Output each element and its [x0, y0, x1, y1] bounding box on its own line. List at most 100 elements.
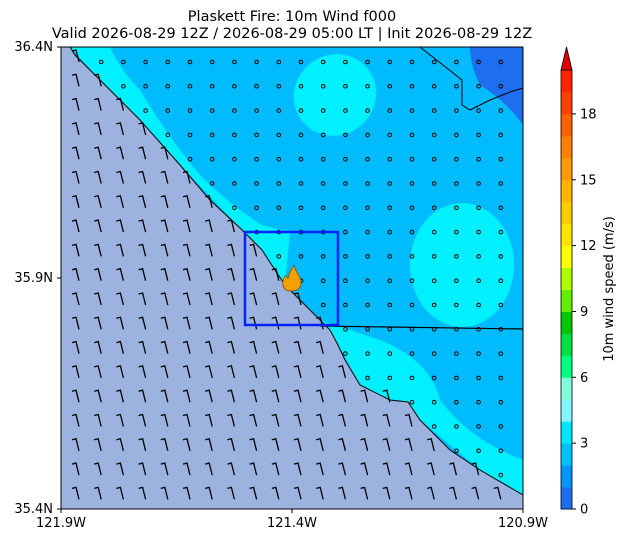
colorbar-bin: [561, 355, 572, 378]
wind-barb: [138, 365, 147, 379]
wind-barb: [338, 486, 347, 500]
calm-marker: [232, 84, 237, 89]
wind-barb: [227, 340, 236, 354]
calm-marker: [365, 327, 370, 332]
y-tick-label: 35.4N: [14, 502, 53, 517]
calm-marker: [254, 156, 259, 162]
colorbar-tick-label: 3: [580, 437, 588, 452]
wind-barb: [138, 486, 147, 500]
calm-marker: [320, 181, 326, 186]
calm-marker: [365, 205, 370, 211]
calm-marker: [320, 84, 326, 89]
wind-barb: [182, 462, 191, 476]
wind-barb: [227, 219, 236, 233]
wind-barb: [360, 486, 369, 500]
wind-barb: [94, 195, 102, 208]
wind-barb: [71, 365, 80, 379]
wind-barb: [316, 486, 324, 500]
wind-barb: [182, 438, 191, 451]
calm-marker: [409, 205, 415, 211]
wind-barb: [182, 389, 191, 403]
calm-marker: [476, 108, 481, 113]
wind-barb: [116, 462, 125, 476]
calm-marker: [476, 399, 481, 405]
calm-marker: [454, 132, 459, 138]
wind-barb: [160, 195, 169, 208]
calm-marker: [276, 84, 282, 89]
calm-marker: [431, 59, 437, 65]
wind-barb: [205, 486, 213, 500]
wind-barb: [382, 462, 391, 476]
calm-marker: [143, 84, 148, 89]
wind-barb: [94, 73, 102, 87]
colorbar-bin: [561, 135, 572, 159]
calm-marker: [409, 181, 415, 186]
wind-barb: [94, 243, 102, 257]
colorbar-bin: [561, 201, 572, 225]
wind-barb: [138, 438, 147, 451]
wind-barb: [205, 413, 213, 427]
wind-barb: [227, 389, 236, 403]
colorbar-bin: [561, 157, 572, 181]
wind-barb: [293, 292, 302, 306]
wind-barb: [138, 267, 147, 281]
calm-marker: [409, 229, 415, 235]
wind-barb: [205, 292, 213, 306]
calm-marker: [431, 132, 437, 138]
calm-marker: [209, 59, 215, 65]
calm-marker: [298, 132, 304, 138]
y-tick-label: 35.9N: [14, 271, 53, 286]
wind-barb: [449, 486, 458, 500]
calm-marker: [476, 448, 481, 454]
x-tick-label: 121.9W: [36, 516, 86, 531]
calm-marker: [387, 302, 393, 308]
wind-barb: [182, 292, 191, 306]
calm-marker: [320, 205, 326, 211]
calm-marker: [476, 132, 481, 138]
calm-marker: [431, 399, 437, 405]
wind-barb: [471, 462, 480, 476]
wind-barb: [71, 413, 80, 427]
calm-marker: [365, 59, 370, 65]
wind-barb: [360, 413, 369, 427]
wind-barb: [138, 413, 147, 427]
wind-barb: [138, 243, 147, 257]
calm-marker: [365, 278, 370, 284]
calm-marker: [498, 84, 504, 89]
wind-barb: [116, 97, 125, 111]
wind-barb: [382, 486, 391, 500]
wind-barb: [138, 462, 147, 476]
calm-marker: [365, 254, 370, 259]
calm-marker: [498, 254, 504, 259]
fire-box: [243, 230, 340, 327]
wind-barb: [427, 486, 435, 500]
wind-barb: [71, 389, 80, 403]
wind-barb: [249, 438, 258, 451]
calm-marker: [343, 156, 348, 162]
wind-barb: [338, 462, 347, 476]
wind-barb: [316, 389, 324, 403]
wind-barb: [160, 316, 169, 330]
calm-marker: [276, 181, 282, 186]
wind-barb: [94, 267, 102, 281]
calm-marker: [409, 278, 415, 284]
calm-marker: [232, 59, 237, 65]
calm-marker: [343, 302, 348, 308]
wind-barb: [94, 122, 102, 136]
cyan-patch: [293, 54, 377, 136]
calm-marker: [498, 351, 504, 356]
colorbar-bin: [561, 377, 572, 400]
wind-barb: [338, 438, 347, 451]
wind-barb: [71, 462, 80, 476]
calm-marker: [454, 229, 459, 235]
wind-barb: [182, 340, 191, 354]
wind-barb: [404, 486, 413, 500]
calm-marker: [454, 448, 459, 454]
calm-marker: [476, 205, 481, 211]
wind-barb: [182, 413, 191, 427]
wind-barb: [360, 389, 369, 403]
calm-marker: [454, 205, 459, 211]
calm-marker: [454, 108, 459, 113]
wind-barb: [404, 413, 413, 427]
